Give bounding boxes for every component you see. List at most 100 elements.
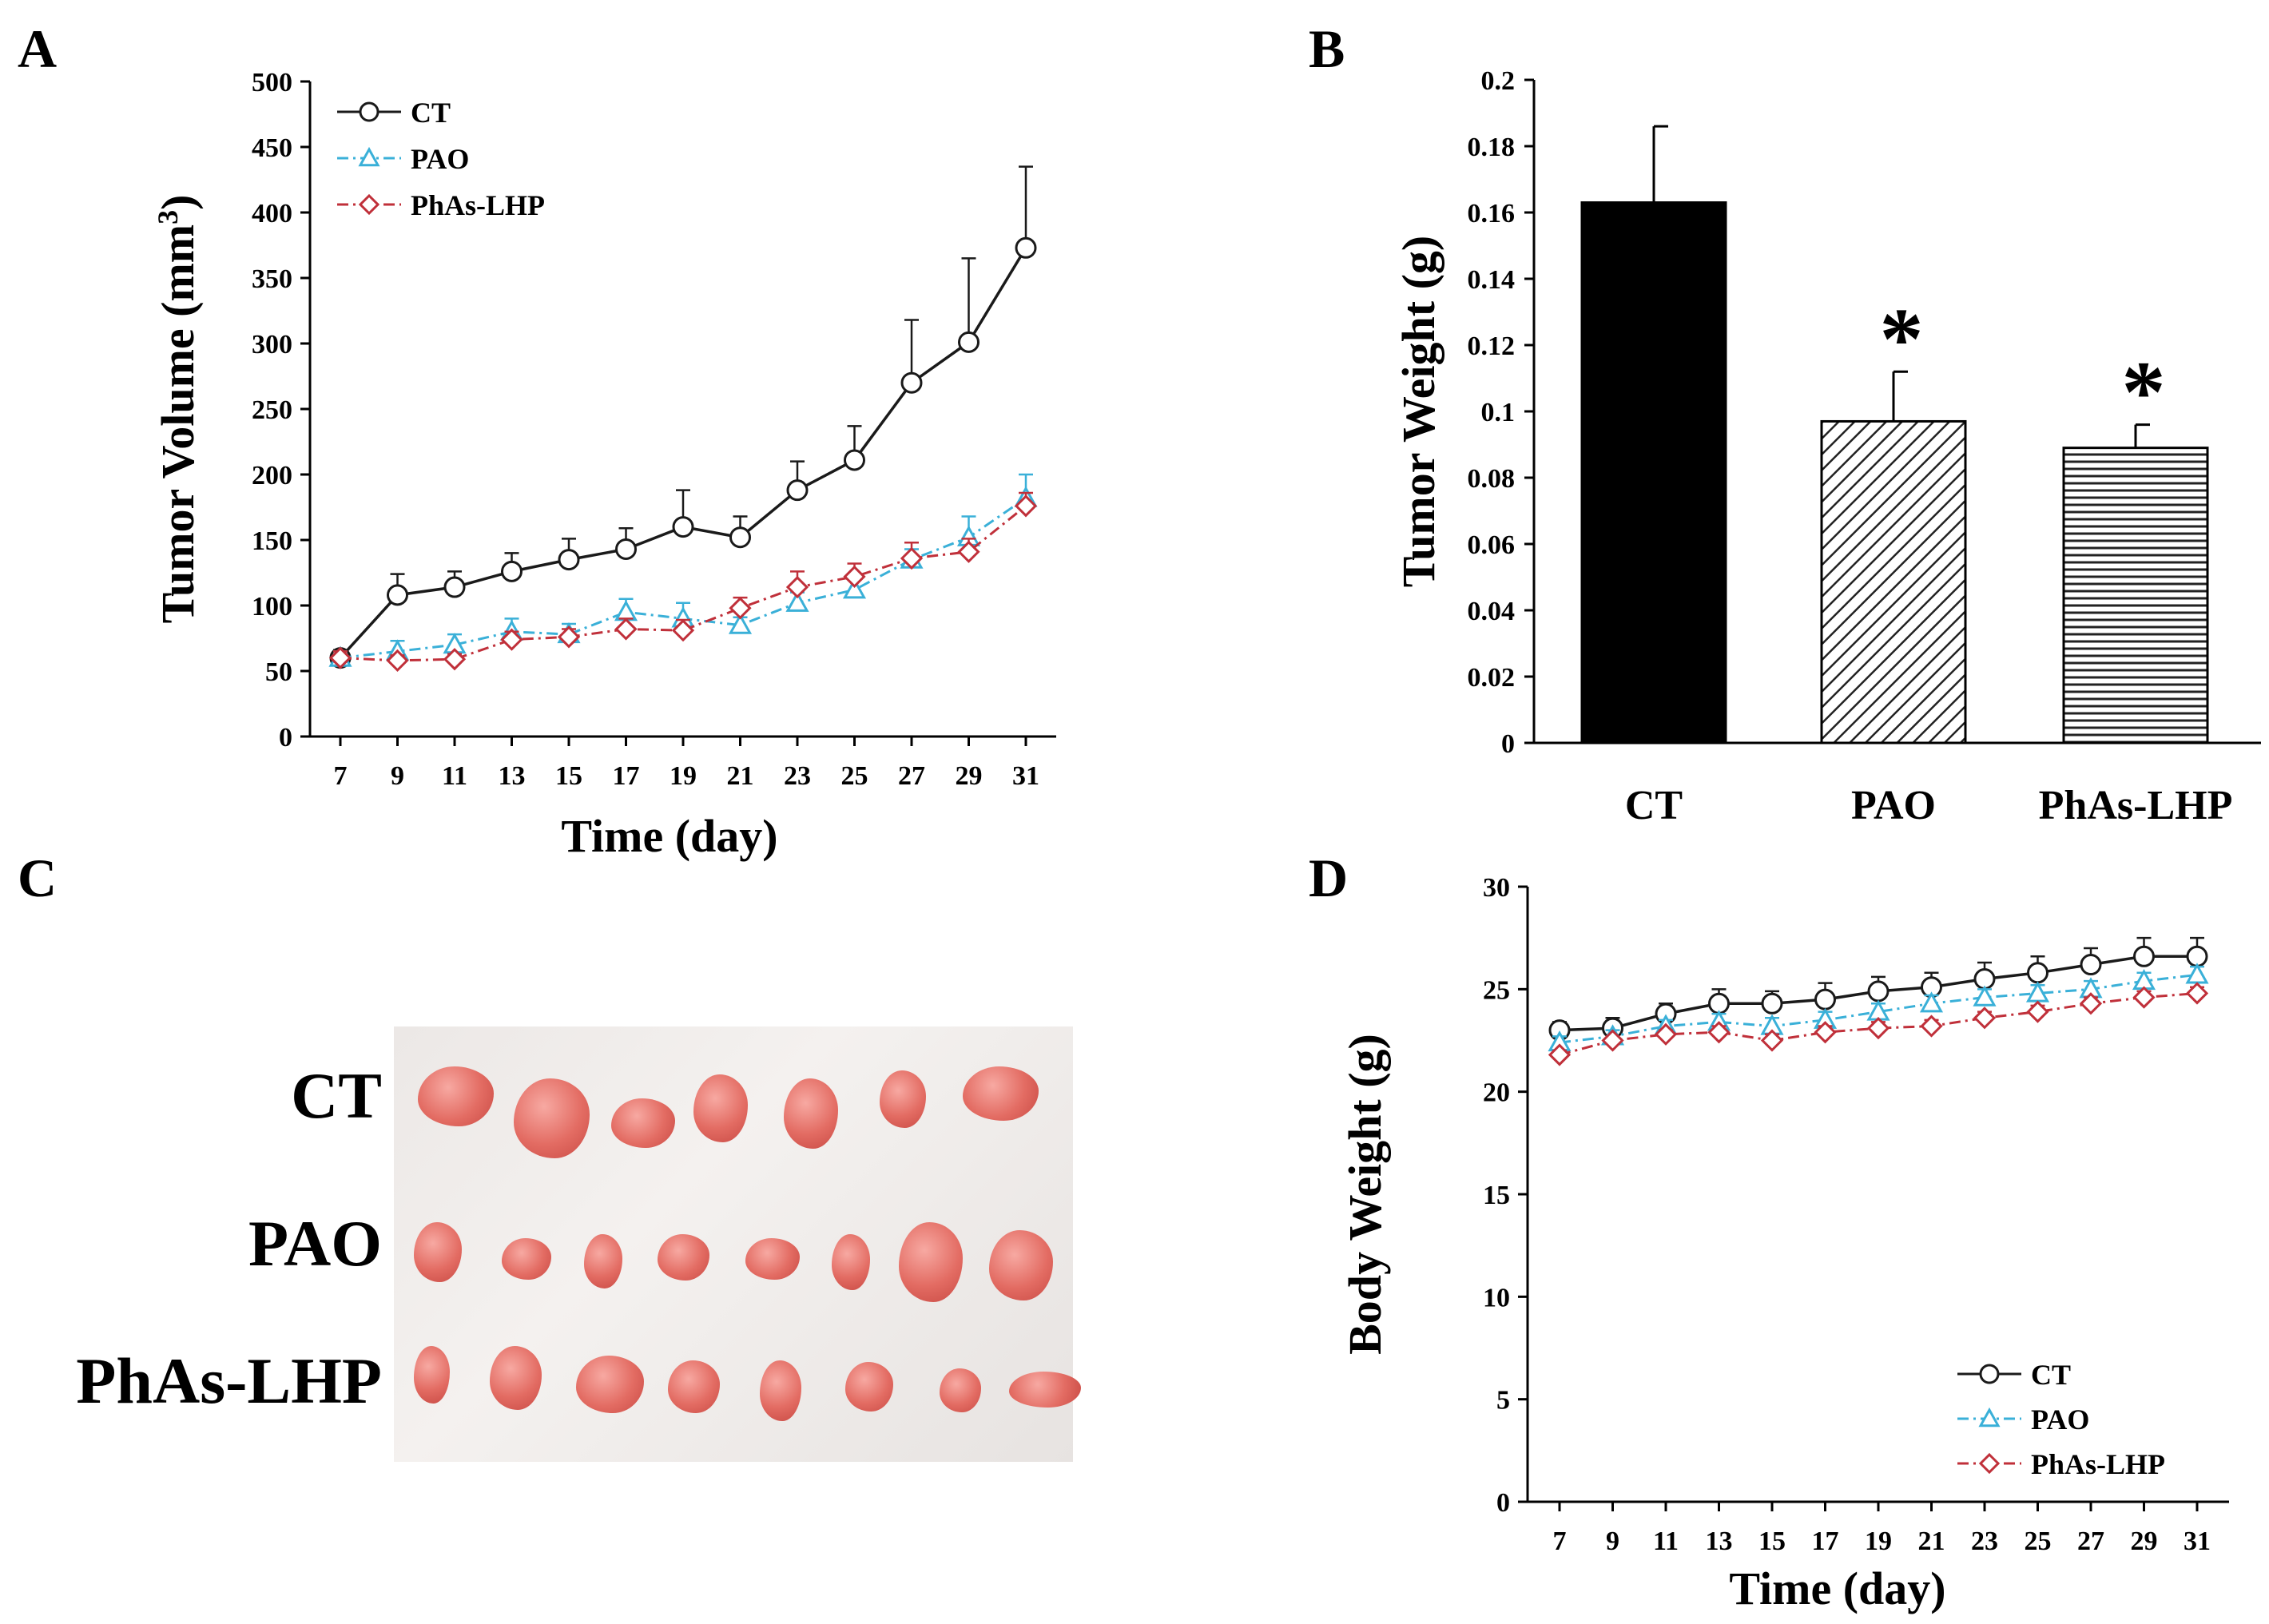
b-bar-pao: [1820, 419, 1967, 744]
a-legend-label-phaslhp: PhAs-LHP: [411, 189, 545, 221]
a-point-ct: [958, 331, 980, 353]
d-x-tick-label: 11: [1653, 1527, 1679, 1556]
a-x-tick-label: 31: [1012, 761, 1039, 791]
b-y-tick-label: 0.04: [1468, 597, 1516, 626]
a-y-tick-label: 200: [252, 461, 292, 490]
d-point-ct: [1814, 988, 1836, 1011]
a-point-phaslhp: [1014, 494, 1038, 518]
tumor-specimen: [576, 1356, 644, 1413]
tumor-specimen: [745, 1238, 800, 1280]
d-point-phaslhp: [2132, 986, 2156, 1009]
a-point-phaslhp: [900, 546, 924, 570]
d-x-tick-label: 21: [1918, 1527, 1945, 1556]
b-y-tick-label: 0.1: [1481, 398, 1516, 427]
b-y-axis-title: Tumor Weight (g): [1393, 236, 1444, 587]
a-legend-label-ct: CT: [411, 97, 451, 129]
d-y-tick-label: 30: [1483, 873, 1510, 903]
a-y-tick-label: 250: [252, 395, 292, 425]
a-point-pao: [842, 578, 867, 599]
d-point-pao: [1919, 991, 1944, 1013]
a-point-ct: [1015, 236, 1037, 259]
d-x-axis-title: Time (day): [1729, 1562, 1945, 1614]
d-legend-label-pao: PAO: [2031, 1404, 2089, 1435]
a-y-tick-label: 350: [252, 264, 292, 294]
a-x-tick-label: 17: [613, 761, 640, 791]
tumor-specimen: [880, 1070, 926, 1128]
d-point-phaslhp: [1814, 1021, 1837, 1044]
d-point-phaslhp: [1654, 1022, 1678, 1046]
b-y-tick-label: 0.16: [1468, 199, 1516, 228]
a-point-ct: [844, 449, 865, 471]
d-y-tick-label: 25: [1483, 975, 1510, 1005]
d-legend-label-ct: CT: [2031, 1359, 2071, 1391]
a-y-tick-label: 150: [252, 526, 292, 556]
d-x-tick-label: 15: [1758, 1527, 1786, 1556]
chart-a-tumor-volume: 0 50 100 150 200 250 300 350 400 450 500 7 9 11 13 15 17…: [152, 68, 1056, 862]
a-x-tick-label: 23: [784, 761, 811, 791]
a-point-phaslhp: [729, 597, 752, 620]
d-x-tick-label: 17: [1812, 1527, 1839, 1556]
a-series-line-ct: [339, 247, 1027, 659]
a-point-pao: [785, 590, 809, 612]
a-x-tick-label: 13: [499, 761, 526, 791]
b-y-tick-label: 0.08: [1468, 464, 1516, 494]
a-point-phaslhp: [500, 628, 523, 651]
b-bar-phaslhp: [2062, 447, 2209, 744]
a-point-phaslhp: [843, 565, 866, 589]
a-x-tick-label: 21: [727, 761, 754, 791]
d-x-tick-label: 25: [2025, 1527, 2052, 1556]
d-x-tick-label: 31: [2184, 1527, 2211, 1556]
d-legend-label-phaslhp: PhAs-LHP: [2031, 1448, 2165, 1480]
a-point-ct: [387, 584, 408, 606]
a-point-ct: [786, 479, 809, 502]
d-legend-marker-pao: [1978, 1407, 2001, 1427]
a-x-axis-title: Time (day): [561, 810, 777, 862]
tumor-specimen: [414, 1222, 462, 1282]
a-x-tick-label: 15: [555, 761, 582, 791]
panel-letter-c: C: [18, 848, 58, 908]
b-y-tick-label: 0.14: [1468, 265, 1516, 295]
d-y-tick-label: 15: [1483, 1181, 1510, 1210]
a-point-ct: [443, 576, 466, 598]
a-legend-marker-pao: [358, 146, 380, 167]
photo-label-ct: CT: [291, 1059, 382, 1132]
a-legend-label-pao: PAO: [411, 143, 469, 175]
tumor-specimen: [693, 1074, 748, 1142]
d-x-tick-label: 9: [1606, 1527, 1619, 1556]
tumor-photo: [394, 1026, 1081, 1462]
tumor-specimen: [1009, 1372, 1081, 1408]
a-y-tick-label: 0: [279, 723, 292, 752]
d-x-tick-label: 7: [1553, 1527, 1567, 1556]
a-y-tick-label: 450: [252, 133, 292, 163]
a-x-tick-label: 27: [898, 761, 925, 791]
tumor-specimen: [658, 1234, 709, 1281]
tumor-specimen: [760, 1360, 801, 1421]
d-y-tick-label: 5: [1496, 1386, 1510, 1416]
a-y-tick-label: 100: [252, 592, 292, 621]
a-point-phaslhp: [785, 575, 809, 599]
b-y-tick-label: 0.12: [1468, 332, 1516, 361]
d-point-phaslhp: [1760, 1029, 1784, 1052]
a-x-tick-label: 11: [442, 761, 467, 791]
d-point-ct: [2133, 945, 2155, 967]
a-x-tick-label: 25: [841, 761, 868, 791]
a-point-ct: [615, 538, 637, 560]
a-point-pao: [614, 600, 638, 621]
a-x-tick-label: 19: [670, 761, 697, 791]
d-point-phaslhp: [1707, 1021, 1731, 1044]
tumor-specimen: [490, 1346, 542, 1410]
b-bar-ct: [1580, 201, 1727, 744]
a-point-ct: [558, 549, 580, 571]
a-legend-marker-phaslhp: [358, 193, 380, 216]
d-x-tick-label: 13: [1706, 1527, 1733, 1556]
a-y-axis-title-end: ): [152, 195, 204, 210]
d-point-pao: [2185, 963, 2209, 984]
a-y-tick-label: 300: [252, 330, 292, 359]
d-x-tick-label: 23: [1971, 1527, 1998, 1556]
a-x-tick-label: 7: [334, 761, 348, 791]
d-legend-marker-phaslhp: [1978, 1452, 2001, 1475]
b-y-tick-label: 0.02: [1468, 663, 1516, 693]
d-point-phaslhp: [2026, 1000, 2049, 1023]
tumor-specimen: [414, 1346, 450, 1404]
d-point-ct: [2080, 954, 2102, 976]
